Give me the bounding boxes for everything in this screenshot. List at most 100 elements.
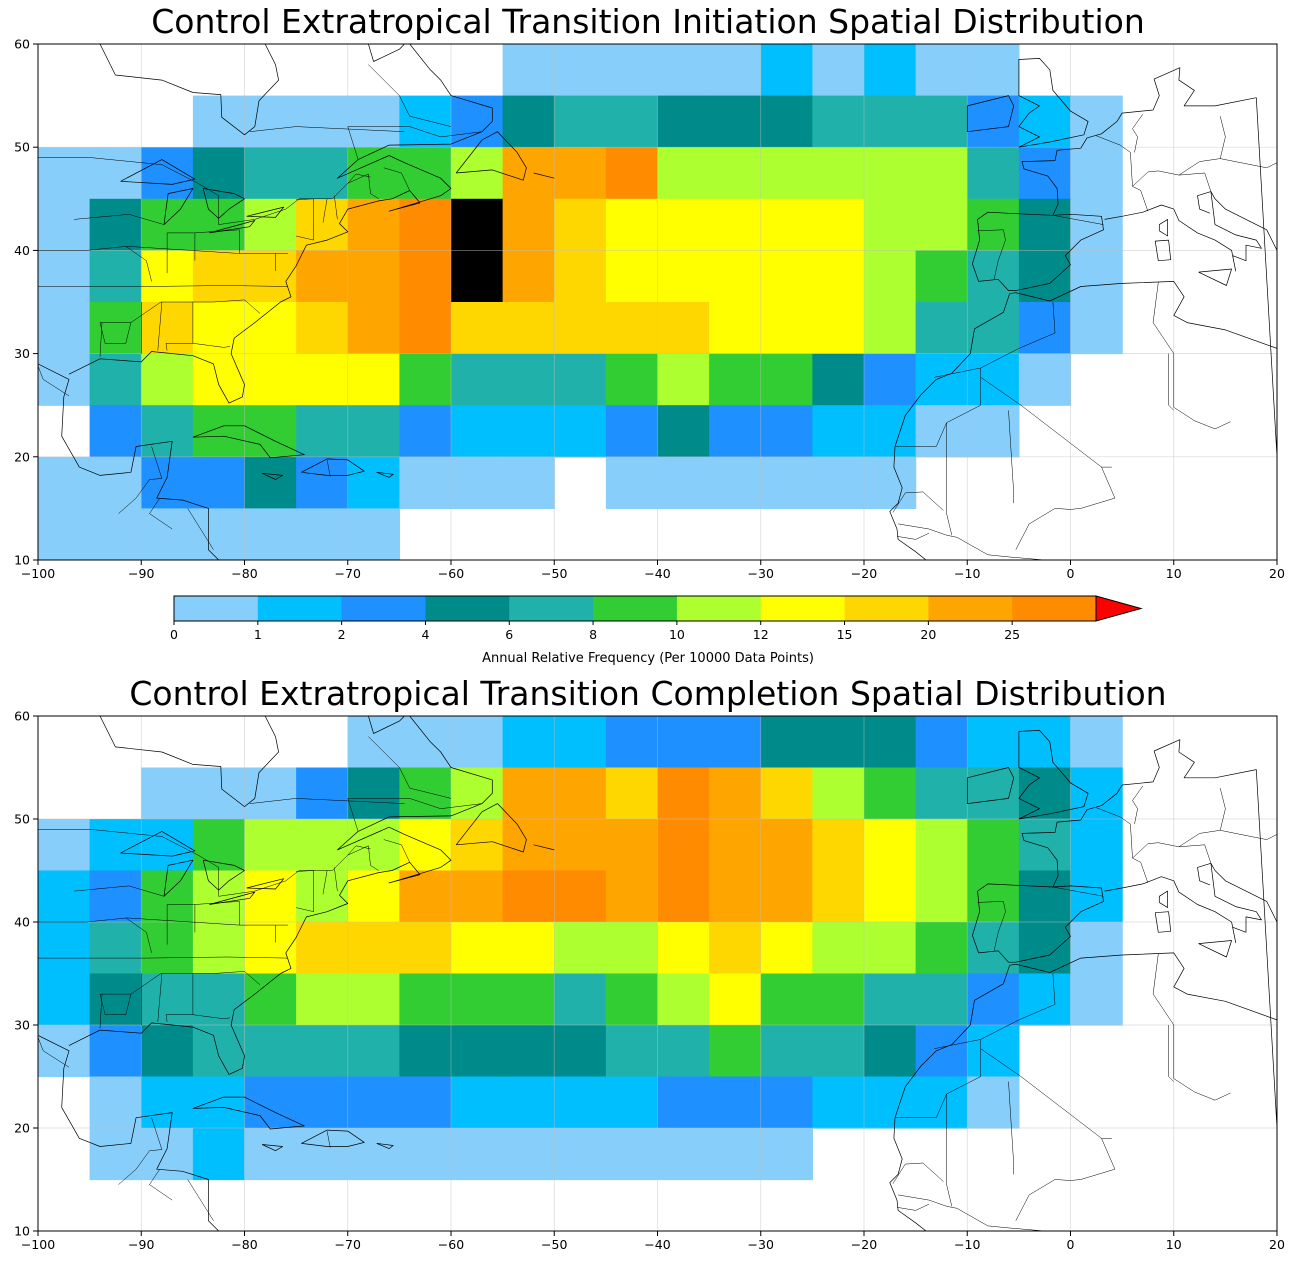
heatmap-cell bbox=[760, 44, 813, 97]
border-line bbox=[38, 1037, 70, 1068]
heatmap-cell bbox=[451, 819, 504, 872]
chart-initiation: −100 −90 −80 −70 −60 −50 −40 −30 −20 −10 0 10 201020… bbox=[14, 37, 1285, 582]
coastline bbox=[368, 716, 405, 734]
border-line bbox=[118, 1117, 163, 1185]
heatmap-cell bbox=[967, 716, 1020, 769]
heatmap-cell bbox=[399, 95, 452, 148]
heatmap-cell bbox=[244, 973, 297, 1026]
lake-outline bbox=[120, 159, 196, 185]
heatmap-cell bbox=[709, 1128, 762, 1181]
heatmap-cell bbox=[89, 353, 142, 406]
border-line bbox=[892, 491, 944, 513]
heatmap-cell bbox=[1018, 95, 1072, 148]
border-line bbox=[1178, 830, 1277, 848]
heatmap-cell bbox=[296, 973, 349, 1026]
heatmap-cell bbox=[554, 922, 607, 975]
heatmap-cell bbox=[915, 973, 968, 1026]
border-line bbox=[980, 1048, 1112, 1139]
heatmap-cell bbox=[399, 1076, 452, 1129]
y-tick-label: 30 bbox=[14, 1018, 30, 1033]
border-line bbox=[934, 1039, 981, 1049]
x-tick-label: −10 bbox=[954, 566, 980, 581]
heatmap-cell bbox=[709, 456, 762, 509]
heatmap-cell bbox=[38, 353, 91, 406]
border-line bbox=[38, 917, 288, 926]
heatmap-cell bbox=[451, 456, 504, 509]
heatmap-cell bbox=[554, 870, 607, 923]
heatmap-cell bbox=[244, 767, 297, 820]
lake-outline bbox=[163, 859, 194, 897]
heatmap-cell bbox=[347, 508, 400, 560]
heatmap-cell bbox=[451, 405, 504, 458]
lake-outline bbox=[202, 188, 245, 219]
colorbar-swatch bbox=[593, 596, 678, 621]
heatmap-cell bbox=[864, 1025, 917, 1078]
colorbar-tick-label: 0 bbox=[170, 627, 178, 642]
heatmap-cell bbox=[347, 302, 400, 355]
heatmap-cell bbox=[347, 353, 400, 406]
heatmap-cell bbox=[296, 1128, 349, 1181]
heatmap-cell bbox=[244, 302, 297, 355]
heatmap-cell bbox=[1070, 147, 1123, 200]
heatmap-cell bbox=[1070, 922, 1123, 975]
heatmap-cell bbox=[89, 405, 142, 458]
heatmap-cell bbox=[244, 922, 297, 975]
heatmap-cell bbox=[451, 1076, 504, 1129]
heatmap-cell bbox=[502, 302, 555, 355]
border-line bbox=[326, 459, 331, 477]
colorbar-swatch bbox=[509, 596, 594, 621]
heatmap-cell bbox=[141, 922, 194, 975]
y-tick-label: 10 bbox=[14, 553, 30, 568]
heatmap-cell bbox=[709, 147, 762, 200]
x-tick-label: −30 bbox=[748, 566, 774, 581]
heatmap-cell bbox=[915, 147, 968, 200]
heatmap-cell bbox=[554, 819, 607, 872]
x-tick-label: −30 bbox=[748, 1237, 774, 1252]
heatmap-cell bbox=[657, 716, 710, 769]
heatmap-cell bbox=[812, 353, 865, 406]
border-line bbox=[157, 301, 163, 351]
heatmap-cell bbox=[864, 353, 917, 406]
heatmap-cell bbox=[864, 1076, 917, 1129]
heatmap-cell bbox=[399, 302, 452, 355]
border-line bbox=[187, 1179, 214, 1221]
heatmap-cell bbox=[1070, 870, 1123, 923]
heatmap-cell bbox=[192, 353, 246, 406]
heatmap-cell bbox=[347, 198, 400, 251]
heatmap-cell bbox=[1018, 353, 1072, 406]
border-line bbox=[1132, 842, 1212, 883]
border-line bbox=[249, 798, 405, 804]
x-tick-label: −70 bbox=[335, 566, 361, 581]
colorbar-tick-label: 10 bbox=[669, 627, 685, 642]
heatmap-cell bbox=[657, 456, 710, 509]
heatmap-cell bbox=[760, 922, 813, 975]
heatmap-cell bbox=[812, 44, 865, 97]
border-line bbox=[898, 523, 1045, 560]
heatmap-cell bbox=[760, 1076, 813, 1129]
heatmap-cell bbox=[915, 767, 968, 820]
border-line bbox=[165, 302, 194, 351]
heatmap-cell bbox=[605, 1128, 659, 1181]
heatmap-cell bbox=[554, 353, 607, 406]
border-line bbox=[157, 973, 163, 1022]
heatmap-cell bbox=[709, 1025, 762, 1078]
colorbar-tick-label: 15 bbox=[837, 627, 853, 642]
x-tick-label: −40 bbox=[644, 566, 670, 581]
heatmap-cell bbox=[244, 456, 297, 509]
border-line bbox=[1132, 785, 1144, 825]
border-line bbox=[89, 829, 379, 897]
heatmap-cell bbox=[657, 44, 710, 97]
border-line bbox=[946, 1094, 953, 1207]
heatmap-cell bbox=[657, 1076, 710, 1129]
heatmap-cell bbox=[244, 1128, 297, 1181]
coastline bbox=[1018, 58, 1089, 148]
heatmap-cell bbox=[399, 1128, 452, 1181]
x-axis: −100 −90 −80 −70 −60 −50 −40 −30 −20 −10 0 10 20 bbox=[21, 1231, 1285, 1252]
coastline bbox=[99, 44, 279, 136]
colorbar-swatch bbox=[174, 596, 259, 621]
heatmap-cell bbox=[1018, 147, 1072, 200]
heatmap-cell bbox=[554, 1025, 607, 1078]
coastline bbox=[1052, 860, 1059, 888]
border-line bbox=[383, 167, 410, 191]
heatmap-cell bbox=[760, 250, 813, 303]
